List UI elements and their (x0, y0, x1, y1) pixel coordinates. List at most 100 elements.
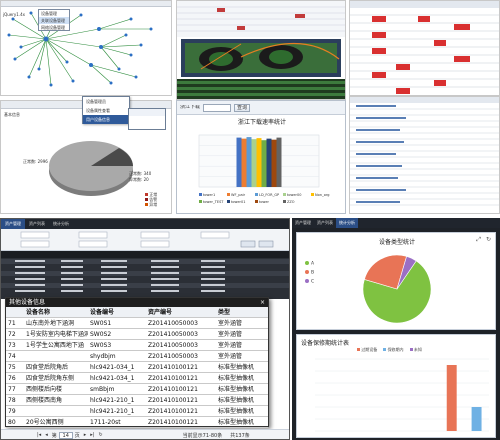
context-menu-item-1[interactable]: 设备管理 (41, 11, 57, 16)
asset-filter-svg (20, 231, 274, 248)
stats-tab-1[interactable]: 资产管理 (295, 220, 311, 225)
pie-legend-item-3: 异常 (145, 202, 157, 207)
next-page-icon[interactable]: ▸ (83, 432, 87, 438)
dialog-title-bar: 其他设备信息 × (6, 298, 268, 307)
bar-chart-window: 浙江下载 查询 浙江下载速率统计 tower1 WF_pair LD_FOR_GP t… (176, 100, 346, 214)
floating-menu-item-2[interactable]: 设备属性查看 (86, 108, 110, 113)
row-device-no: hlc9421-210_1 (90, 408, 135, 415)
table-row[interactable]: 75 四食堂后院角后 hlc9421-034_1 Z201410100121 标准型抽像… (6, 362, 268, 373)
row-index: 73 (8, 342, 16, 349)
row-device-name: 山东南外地下涵洞 (26, 320, 75, 327)
pie-legend-label: A (311, 261, 315, 267)
row-asset-no: Z201410100121 (148, 386, 198, 393)
close-icon[interactable]: × (259, 299, 265, 306)
table-row[interactable]: 78 西侧楼西南角 hlc9421-210_1 Z201410100121 标准型抽像机 (6, 395, 268, 406)
log-list-panel (349, 96, 500, 214)
network-context-menu[interactable]: 设备管理 关联设备管理 网络设备管理 (38, 9, 70, 31)
col-header-device-no[interactable]: 设备编号 (90, 309, 115, 316)
row-device-no: smBbjm (90, 386, 115, 393)
row-index: 80 (8, 419, 16, 426)
col-header-index (6, 307, 24, 317)
refresh-chart-icon[interactable]: ↻ (485, 236, 491, 243)
row-device-name: 20号公寓西侧 (26, 419, 64, 426)
bar-legend-swatch (227, 193, 230, 196)
submenu-item-1[interactable] (129, 109, 165, 116)
bar-legend-label: WF_pair (231, 193, 246, 197)
bar-legend-label: tower01 (231, 200, 245, 204)
row-asset-no: Z201410100121 (148, 375, 198, 382)
table-row[interactable]: 72 1号安防室内电梯下涵洞 SW0S2 Z201410050003 室外涵管 (6, 329, 268, 340)
warranty-bar (471, 407, 482, 431)
row-index: 76 (8, 375, 16, 382)
context-menu-item-3[interactable]: 网络设备管理 (41, 25, 65, 30)
bar-mark (276, 137, 282, 187)
bar-legend-label: tower1 (203, 193, 215, 197)
table-row[interactable]: 79 hlc9421-210_1 Z201410100121 标准型抽像机 (6, 406, 268, 417)
floating-submenu[interactable] (128, 108, 166, 130)
col-header-asset-no[interactable]: 资产编号 (148, 309, 173, 316)
asset-window: 资产管理 资产列表 统计分析 其他设备信息 × (0, 218, 290, 440)
asset-tab-2[interactable]: 资产列表 (29, 221, 45, 226)
row-device-no: hlc9421-034_1 (90, 375, 135, 382)
row-device-name (24, 351, 88, 361)
page-input[interactable]: 14 (58, 431, 73, 439)
dashboard-panel (176, 0, 346, 100)
stats-tab-2[interactable]: 资产列表 (317, 220, 333, 225)
bar-legend-label: tower00 (287, 193, 301, 197)
warranty-bar (446, 365, 457, 431)
network-topology-panel: jQuery1.4x 设备管理 关联设备管理 网络设备管理 (0, 0, 172, 96)
dialog-table-header: 设备名称 设备编号 资产编号 类型 (6, 307, 268, 318)
table-row[interactable]: 73 1号学生公寓西地下涵 SW0S3 Z201410050003 室外涵管 (6, 340, 268, 351)
stats-tab-3[interactable]: 统计分析 (336, 218, 358, 228)
bar-legend-swatch (255, 200, 258, 203)
bar-chart-toolbar: 浙江下载 查询 (177, 101, 345, 115)
table-row[interactable]: 71 山东南外地下涵洞 SW0S1 Z201410050003 室外涵管 (6, 318, 268, 329)
table-row[interactable]: 74 shydbjm Z201410050003 室外涵管 (6, 351, 268, 362)
submenu-item-2[interactable] (129, 116, 165, 123)
bar-mark (251, 139, 257, 187)
row-asset-no: Z201410050003 (148, 342, 198, 349)
network-title: jQuery1.4x (3, 12, 25, 17)
prev-page-icon[interactable]: ◂ (45, 432, 48, 438)
row-device-name (24, 406, 88, 416)
row-device-no: hlc9421-034_1 (90, 364, 135, 371)
context-menu-item-2[interactable]: 关联设备管理 (39, 17, 69, 24)
asset-tab-3[interactable]: 统计分析 (53, 221, 69, 226)
pie-legend-label-3: 异常 (149, 202, 158, 207)
table-row[interactable]: 80 20号公寓西侧 1711-20st Z201410100121 标准型抽像机 (6, 417, 268, 428)
bar-legend-label: Non_org (315, 193, 329, 197)
warranty-legend-label-3: 未知 (413, 347, 422, 352)
floating-menu-item-3[interactable]: 用户设备信息 (83, 115, 129, 124)
table-row[interactable]: 76 四食堂后院角东侧 hlc9421-034_1 Z201410100121 标准型抽… (6, 373, 268, 384)
bar-select[interactable] (203, 103, 232, 112)
bar-legend-swatch (199, 200, 202, 203)
bar-chart-svg: tower1 WF_pair LD_FOR_GP tower00 Non_orgtowe… (198, 134, 329, 204)
col-header-type[interactable]: 类型 (218, 309, 231, 316)
top-right-grid (350, 1, 499, 94)
submenu-item-3[interactable] (129, 123, 165, 130)
row-device-name: 1号学生公寓西地下涵 (26, 342, 84, 349)
row-type: 室外涵管 (218, 331, 243, 338)
refresh-icon[interactable]: ↻ (98, 432, 103, 438)
floating-context-menu[interactable]: 设备管理员 设备属性查看 用户设备信息 (82, 96, 130, 124)
expand-icon[interactable]: ⤢ (476, 236, 481, 243)
last-page-icon[interactable]: ▸| (90, 432, 95, 438)
floating-menu-item-1[interactable]: 设备管理员 (86, 99, 106, 104)
pager-bar: |◂ ◂ 第 14 页 ▸ ▸| ↻ 当前显示71-80条 共137条 (1, 429, 289, 439)
dashboard-map[interactable] (181, 39, 341, 77)
query-button[interactable]: 查询 (234, 103, 251, 112)
dashboard-bottom-table (177, 79, 345, 99)
col-header-name[interactable]: 设备名称 (26, 309, 51, 316)
first-page-icon[interactable]: |◂ (37, 432, 42, 438)
table-row[interactable]: 77 西侧楼后向楼 smBbjm Z201410100121 标准型抽像机 (6, 384, 268, 395)
asset-filter-area[interactable] (1, 229, 289, 251)
row-asset-no: Z201410100121 (148, 364, 198, 371)
pager-status: 当前显示71-80条 (182, 432, 223, 439)
row-type: 标准型抽像机 (218, 397, 255, 404)
pie-legend-item-1: 正常 (145, 192, 157, 197)
network-graph[interactable] (1, 7, 172, 96)
bar-legend-swatch (283, 200, 286, 203)
asset-tab-1[interactable]: 资产管理 (1, 219, 25, 229)
warranty-legend-1: 过期设备 (357, 347, 377, 353)
bar-select-label: 浙江下载 (180, 105, 201, 110)
